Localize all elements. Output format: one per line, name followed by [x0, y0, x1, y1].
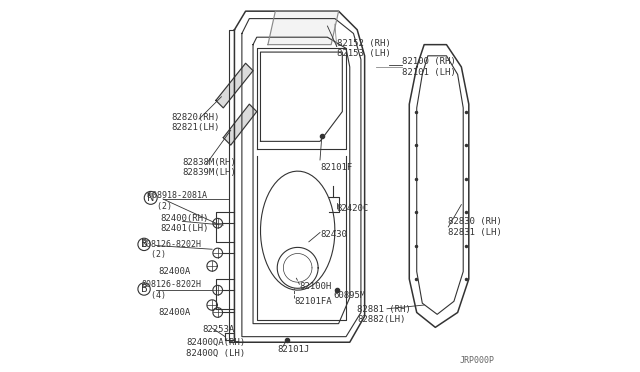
Polygon shape	[268, 11, 339, 45]
Text: 82881 (RH)
82882(LH): 82881 (RH) 82882(LH)	[357, 305, 411, 324]
Text: 82430: 82430	[320, 230, 347, 239]
Text: 82420C: 82420C	[337, 204, 369, 213]
Text: 82253A: 82253A	[203, 325, 235, 334]
Text: ß08126-8202H
  (2): ß08126-8202H (2)	[141, 240, 202, 259]
Text: 82400(RH)
82401(LH): 82400(RH) 82401(LH)	[160, 214, 209, 233]
Text: 82101F: 82101F	[320, 163, 352, 172]
Text: 82101J: 82101J	[277, 345, 310, 354]
Text: 60895M: 60895M	[333, 291, 365, 300]
Text: N: N	[147, 193, 154, 203]
Text: 82400A: 82400A	[158, 308, 191, 317]
Text: ®08918-2081A
  (2): ®08918-2081A (2)	[147, 191, 207, 211]
Polygon shape	[216, 63, 253, 108]
Text: 82100H: 82100H	[300, 282, 332, 291]
Text: 82830 (RH)
82831 (LH): 82830 (RH) 82831 (LH)	[449, 217, 502, 237]
Polygon shape	[223, 104, 257, 145]
Text: ß08126-8202H
  (4): ß08126-8202H (4)	[141, 280, 202, 300]
Text: 82400QA(RH)
82400Q (LH): 82400QA(RH) 82400Q (LH)	[186, 338, 245, 357]
Text: B: B	[141, 239, 147, 249]
Text: 82101FA: 82101FA	[294, 297, 332, 306]
Text: 82100 (RH)
82101 (LH): 82100 (RH) 82101 (LH)	[402, 57, 456, 77]
Text: 82400A: 82400A	[158, 267, 191, 276]
Text: 82152 (RH)
82153 (LH): 82152 (RH) 82153 (LH)	[337, 39, 390, 58]
Text: B: B	[141, 284, 147, 294]
Text: 82838M(RH)
82839M(LH): 82838M(RH) 82839M(LH)	[182, 158, 236, 177]
Text: 82820(RH)
82821(LH): 82820(RH) 82821(LH)	[172, 113, 220, 132]
Text: JRP000P: JRP000P	[460, 356, 495, 365]
